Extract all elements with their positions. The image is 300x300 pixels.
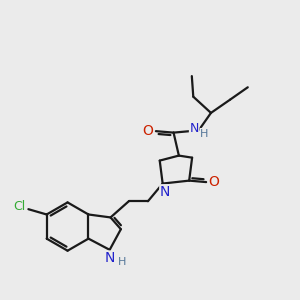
Text: O: O bbox=[142, 124, 153, 138]
Text: N: N bbox=[104, 251, 115, 265]
Text: Cl: Cl bbox=[13, 200, 25, 213]
Text: H: H bbox=[200, 128, 209, 139]
Text: N: N bbox=[190, 122, 199, 135]
Text: O: O bbox=[208, 175, 219, 189]
Text: H: H bbox=[118, 257, 126, 267]
Text: N: N bbox=[160, 185, 170, 199]
